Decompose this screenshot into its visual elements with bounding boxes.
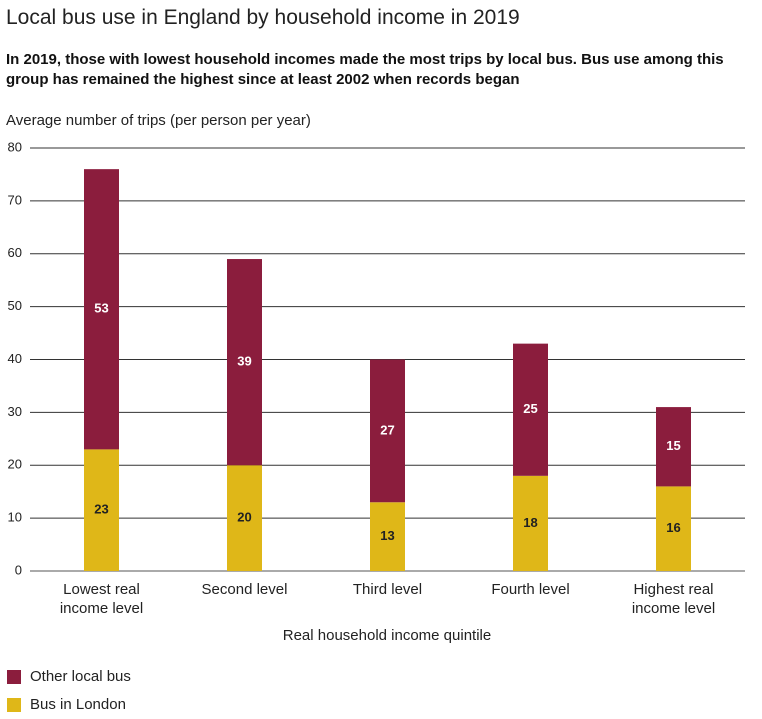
x-tick-label: Fourth level	[491, 581, 570, 598]
value-label: 39	[237, 354, 251, 369]
value-label: 18	[523, 515, 537, 530]
bar-segment	[370, 359, 405, 503]
legend-swatch	[7, 698, 21, 712]
bar-segment	[227, 465, 262, 571]
value-label: 13	[380, 528, 394, 543]
y-tick-label: 30	[8, 404, 22, 419]
y-tick-label: 0	[15, 562, 22, 577]
value-label: 15	[666, 438, 680, 453]
x-tick-label: Third level	[352, 581, 423, 598]
y-tick-label: 40	[8, 351, 22, 366]
value-label: 27	[380, 422, 394, 437]
legend-label: Bus in London	[30, 696, 126, 713]
y-tick-label: 20	[8, 457, 22, 472]
value-label: 16	[666, 520, 680, 535]
value-label: 53	[94, 301, 108, 316]
bar-segment	[84, 169, 119, 450]
bar-segment	[656, 407, 691, 487]
bar-segment	[370, 502, 405, 571]
value-label: 23	[94, 502, 108, 517]
bar-segment	[513, 343, 548, 476]
y-tick-label: 80	[8, 139, 22, 154]
y-axis-label: Average number of trips (per person per …	[6, 112, 311, 129]
bar-segment	[84, 449, 119, 571]
value-label: 25	[523, 401, 537, 416]
y-tick-label: 70	[8, 192, 22, 207]
chart-subtitle: In 2019, those with lowest household inc…	[6, 51, 724, 88]
bar-segment	[227, 259, 262, 466]
x-tick-label: Lowest real income level	[59, 581, 144, 617]
y-tick-label: 60	[8, 245, 22, 260]
legend-label: Other local bus	[30, 668, 131, 685]
bar-segment	[513, 475, 548, 571]
x-tick-label: Highest real income level	[631, 581, 716, 617]
legend-swatch	[7, 670, 21, 684]
y-tick-label: 10	[8, 510, 22, 525]
chart-title: Local bus use in England by household in…	[6, 6, 520, 29]
x-tick-label: Second level	[201, 581, 288, 598]
y-tick-label: 50	[8, 298, 22, 313]
bar-segment	[656, 486, 691, 571]
value-label: 20	[237, 510, 251, 525]
x-axis-label: Real household income quintile	[283, 627, 491, 644]
